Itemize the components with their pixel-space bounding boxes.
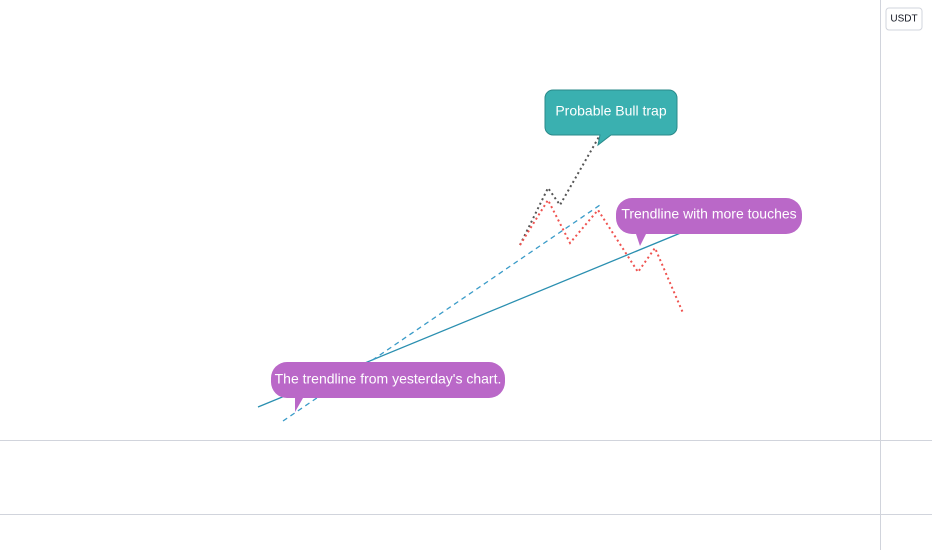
currency-box[interactable]	[885, 7, 923, 31]
callout-text: The trendline from yesterday's chart.	[275, 371, 502, 387]
callout-box	[544, 89, 678, 147]
projection-up	[519, 134, 601, 246]
callout-box	[616, 198, 802, 246]
currency: USDT	[890, 14, 917, 25]
callout-box	[271, 362, 505, 412]
callout-text: Trendline with more touches	[621, 206, 796, 222]
drawings: Probable Bull trap Trendline with more t…	[257, 89, 802, 422]
callout-text: Probable Bull trap	[555, 103, 667, 119]
